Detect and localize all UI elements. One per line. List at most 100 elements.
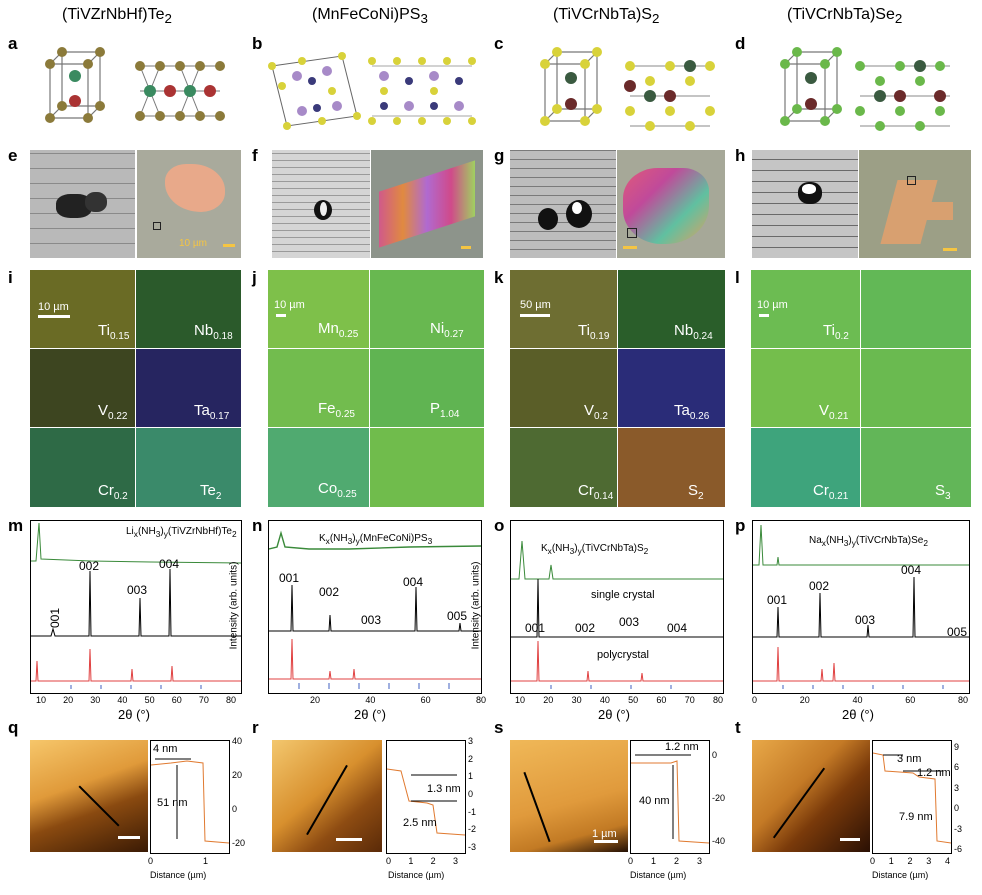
title-b: (MnFeCoNi)PS3 — [312, 6, 428, 27]
label-d: d — [735, 34, 746, 53]
xrd-xlabel-p: 2θ (°) — [842, 707, 874, 722]
element-label: Fe0.25 — [318, 400, 355, 420]
optical-flake-h — [859, 150, 971, 258]
label-g: g — [494, 146, 505, 165]
crystal-structure-b — [268, 52, 476, 130]
xrd-plot-n: Kx(NH3)y(MnFeCoNi)PS3 001 002 003 004 00… — [268, 520, 482, 694]
afm-image-t — [752, 740, 870, 852]
afm-yticks-q: 40 20 0 -20 — [232, 736, 246, 848]
element-label: Ta0.26 — [674, 402, 710, 422]
peak-label: 002 — [575, 621, 596, 635]
xrd-xticks-p: 0 20 40 60 80 — [752, 695, 968, 705]
xrd-plot-p: Nax(NH3)y(TiVCrNbTa)Se2 001 002 003 004 … — [752, 520, 970, 694]
peak-label: 004 — [159, 557, 180, 571]
scale-label-l: 10 µm — [757, 299, 788, 311]
peak-label: 005 — [947, 625, 968, 639]
optical-crystal-f — [272, 150, 370, 258]
scale-bar-g — [623, 246, 637, 249]
element-label: Ti0.15 — [98, 322, 130, 342]
xrd-xlabel-m: 2θ (°) — [118, 707, 150, 722]
peak-label: 002 — [809, 579, 830, 593]
element-label: Ni0.27 — [430, 320, 464, 340]
label-t: t — [735, 718, 741, 737]
afm-yticks-t: 9 6 3 0 -3 -6 — [954, 742, 963, 854]
label-l: l — [735, 268, 740, 287]
peak-label: 003 — [855, 613, 876, 627]
label-k: k — [494, 268, 504, 287]
afm-xlabel-q: Distance (µm) — [150, 870, 207, 880]
eds-map-j: 10 µm Mn0.25 Ni0.27 Fe0.25 P1.04 Co0.25 — [268, 270, 484, 507]
eds-map-l: 10 µm Ti0.2 V0.21 Cr0.21 S3 — [751, 270, 971, 507]
element-label: Co0.25 — [318, 480, 357, 500]
scale-bar-f — [461, 246, 471, 249]
afm-xlabel-t: Distance (µm) — [872, 870, 929, 880]
element-label: Ti0.2 — [823, 322, 849, 342]
element-label: Ta0.17 — [194, 402, 230, 422]
height-label: 1.2 nm — [917, 767, 951, 779]
optical-flake-g — [617, 150, 725, 258]
label-a: a — [8, 34, 18, 53]
optical-flake-e: 10 µm — [137, 150, 241, 258]
title-a: (TiVZrNbHf)Te2 — [62, 6, 172, 27]
peak-label: 003 — [619, 615, 640, 629]
element-label: V0.21 — [819, 402, 849, 422]
optical-flake-f — [371, 150, 483, 258]
element-label: Nb0.18 — [194, 322, 233, 342]
afm-image-s: 1 µm — [510, 740, 628, 852]
peak-label: 001 — [48, 607, 63, 629]
label-o: o — [494, 516, 505, 535]
afm-yticks-r: 3 2 1 0 -1 -2 -3 — [468, 736, 477, 852]
peak-label: 005 — [447, 609, 468, 623]
height-label: 1.2 nm — [665, 741, 699, 753]
label-b: b — [252, 34, 263, 53]
crystal-structure-a — [45, 47, 225, 123]
label-c: c — [494, 34, 504, 53]
xrd-ylabel-n: Intensity (arb. units) — [228, 561, 240, 650]
scale-bar-s — [594, 840, 618, 843]
scale-label-s: 1 µm — [592, 828, 617, 840]
scale-bar-l — [759, 314, 769, 317]
element-label: Cr0.14 — [578, 482, 614, 502]
peak-label: 004 — [901, 563, 922, 577]
height-label: 3 nm — [897, 753, 922, 765]
peak-label: 001 — [525, 621, 546, 635]
optical-crystal-h — [752, 150, 858, 258]
scale-bar-j — [276, 314, 286, 317]
title-d: (TiVCrNbTa)Se2 — [787, 6, 903, 27]
xrd-legend-n: Kx(NH3)y(MnFeCoNi)PS3 — [319, 533, 433, 546]
optical-crystal-g — [510, 150, 616, 258]
label-q: q — [8, 718, 19, 737]
afm-profile-s: 1.2 nm 40 nm — [630, 740, 710, 854]
label-e: e — [8, 146, 18, 165]
label-r: r — [252, 718, 259, 737]
element-label: Mn0.25 — [318, 320, 359, 340]
element-label: Cr0.2 — [98, 482, 128, 502]
xrd-xticks-o: 10 20 30 40 50 60 70 80 — [515, 695, 723, 705]
height-label: 1.3 nm — [427, 783, 461, 795]
height-label: 7.9 nm — [899, 811, 933, 823]
peak-label: 001 — [279, 571, 300, 585]
xrd-xticks-m: 10 20 30 40 50 60 70 80 — [36, 695, 236, 705]
note-single-crystal: single crystal — [591, 589, 655, 601]
element-label: Ti0.19 — [578, 322, 610, 342]
peak-label: 003 — [361, 613, 382, 627]
afm-yticks-s: 0 -20 -40 — [712, 750, 726, 846]
crystal-structure-d — [780, 47, 950, 131]
label-i: i — [8, 268, 13, 287]
eds-map-i: 10 µm Ti0.15 Nb0.18 V0.22 Ta0.17 Cr0.2 T… — [30, 270, 241, 507]
element-label: P1.04 — [430, 400, 460, 420]
label-p: p — [735, 516, 746, 535]
height-label: 4 nm — [153, 743, 178, 755]
xrd-xticks-n: 20 40 60 80 — [310, 695, 486, 705]
element-label: Cr0.21 — [813, 482, 849, 502]
scale-bar-e — [223, 244, 235, 247]
peak-label: 004 — [403, 575, 424, 589]
scale-bar-t — [840, 838, 860, 841]
afm-xlabel-s: Distance (µm) — [630, 870, 687, 880]
xrd-xlabel-n: 2θ (°) — [354, 707, 386, 722]
scale-bar-k — [520, 314, 550, 317]
